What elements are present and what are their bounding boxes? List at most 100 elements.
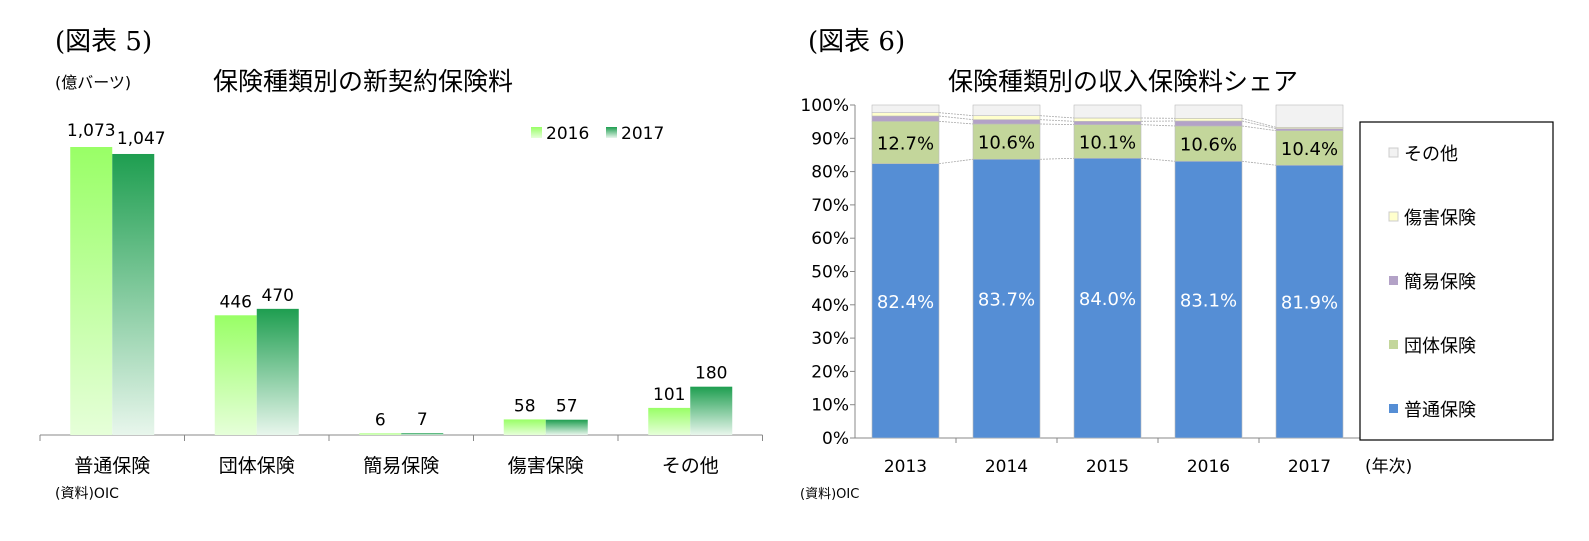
data-label: 1,073 — [67, 121, 116, 141]
y-tick-label: 100% — [800, 96, 849, 116]
legend-label: その他 — [1404, 144, 1458, 165]
data-label: 82.4% — [877, 292, 934, 313]
data-label: 470 — [262, 286, 294, 306]
data-label: 10.4% — [1281, 139, 1338, 160]
legend-label: 傷害保険 — [1404, 208, 1476, 229]
segment-2-2015 — [1073, 121, 1142, 125]
legend-swatch — [1389, 276, 1398, 285]
bar-2016-0 — [70, 147, 113, 435]
legend-swatch — [1388, 211, 1399, 222]
legend-label: 団体保険 — [1404, 336, 1476, 357]
bar-2016-2 — [359, 433, 402, 435]
segment-0-2014 — [972, 158, 1041, 439]
x-tick-label: 2013 — [884, 457, 927, 477]
data-label: 58 — [514, 396, 536, 416]
legend-swatch-2016 — [531, 127, 542, 138]
data-label: 12.7% — [877, 133, 934, 154]
x-tick-label: 普通保険 — [74, 455, 150, 477]
y-tick-label: 0% — [822, 429, 849, 449]
segment-1-2015 — [1073, 124, 1142, 159]
segment-4-2015 — [1073, 104, 1142, 119]
segment-1-2016 — [1174, 125, 1243, 162]
series-line — [938, 115, 974, 121]
bar-2017-1 — [256, 308, 299, 435]
series-line — [1039, 115, 1075, 119]
segment-4-2014 — [972, 104, 1041, 116]
segment-0-2016 — [1174, 160, 1243, 439]
bar-2016-3 — [503, 419, 546, 435]
data-label: 10.6% — [1180, 135, 1237, 156]
series-line — [1241, 117, 1277, 128]
legend-swatch — [1388, 147, 1399, 158]
data-label: 83.7% — [978, 290, 1035, 311]
series-line — [1039, 157, 1075, 160]
y-tick-label: 80% — [811, 163, 849, 183]
y-tick-label: 40% — [811, 296, 849, 316]
data-label: 6 — [375, 410, 386, 430]
bar-2016-1 — [214, 315, 257, 435]
y-tick-label: 60% — [811, 229, 849, 249]
chart1-plot: 1,073 1,047 普通保険 446 470 団体保険 6 7 簡易保険 58 57 傷害保険 10… — [39, 121, 763, 477]
x-tick-label: 2014 — [985, 457, 1028, 477]
segment-1-2017 — [1275, 130, 1344, 166]
segment-1-2013 — [871, 121, 940, 164]
bar-2017-0 — [112, 153, 155, 435]
x-tick-label: 2017 — [1288, 457, 1331, 477]
series-line — [938, 112, 974, 117]
legend-label-2017: 2017 — [621, 124, 664, 144]
segment-2-2013 — [871, 115, 940, 122]
data-label: 84.0% — [1079, 289, 1136, 310]
chart1-title: 保険種類別の新契約保険料 — [213, 67, 513, 96]
segment-3-2014 — [972, 115, 1041, 120]
data-label: 83.1% — [1180, 291, 1237, 312]
chart1-ylabel: (億バーツ) — [55, 73, 131, 92]
y-tick-label: 70% — [811, 196, 849, 216]
y-tick-label: 20% — [811, 362, 849, 382]
segment-0-2017 — [1275, 164, 1344, 439]
segment-2-2016 — [1174, 120, 1243, 127]
segment-4-2013 — [871, 104, 940, 113]
chart1-legend: 2016 2017 — [531, 124, 664, 144]
bar-2017-4 — [690, 386, 733, 435]
data-label: 10.6% — [978, 133, 1035, 154]
x-tick-label: その他 — [662, 455, 719, 477]
x-tick-label: 簡易保険 — [363, 455, 439, 477]
series-line — [1140, 157, 1176, 162]
series-line — [938, 158, 974, 165]
bar-2017-2 — [401, 433, 444, 435]
x-tick-label: 2016 — [1187, 457, 1230, 477]
chart2-source: (資料)OIC — [800, 487, 859, 502]
segment-4-2016 — [1174, 104, 1243, 119]
segment-3-2013 — [871, 112, 940, 117]
legend-label-2016: 2016 — [546, 124, 589, 144]
chart2-title: 保険種類別の収入保険料シェア — [948, 67, 1298, 96]
x-tick-label: 傷害保険 — [508, 455, 584, 477]
segment-4-2017 — [1275, 104, 1344, 128]
chart2-legend-box — [1359, 121, 1554, 441]
figure5-label: (図表 5) — [55, 27, 152, 57]
data-label: 101 — [653, 385, 685, 405]
series-line — [1039, 119, 1075, 122]
segment-2-2014 — [972, 119, 1041, 125]
series-line — [1241, 160, 1277, 166]
series-line — [1039, 123, 1075, 126]
series-line — [938, 120, 974, 125]
data-label: 446 — [220, 292, 252, 312]
data-label: 1,047 — [117, 129, 166, 149]
segment-0-2013 — [871, 163, 940, 439]
bar-2016-4 — [648, 407, 691, 435]
x-tick-label: 団体保険 — [219, 455, 295, 477]
legend-label: 普通保険 — [1404, 400, 1476, 421]
segment-3-2015 — [1073, 117, 1142, 122]
legend-swatch — [1389, 340, 1398, 349]
figure6-label: (図表 6) — [808, 27, 905, 57]
legend-swatch — [1389, 404, 1398, 413]
y-tick-label: 10% — [811, 396, 849, 416]
y-tick-label: 50% — [811, 263, 849, 283]
series-line — [1241, 125, 1277, 132]
segment-3-2016 — [1174, 118, 1243, 122]
series-line — [1241, 120, 1277, 130]
series-line — [1140, 124, 1176, 127]
